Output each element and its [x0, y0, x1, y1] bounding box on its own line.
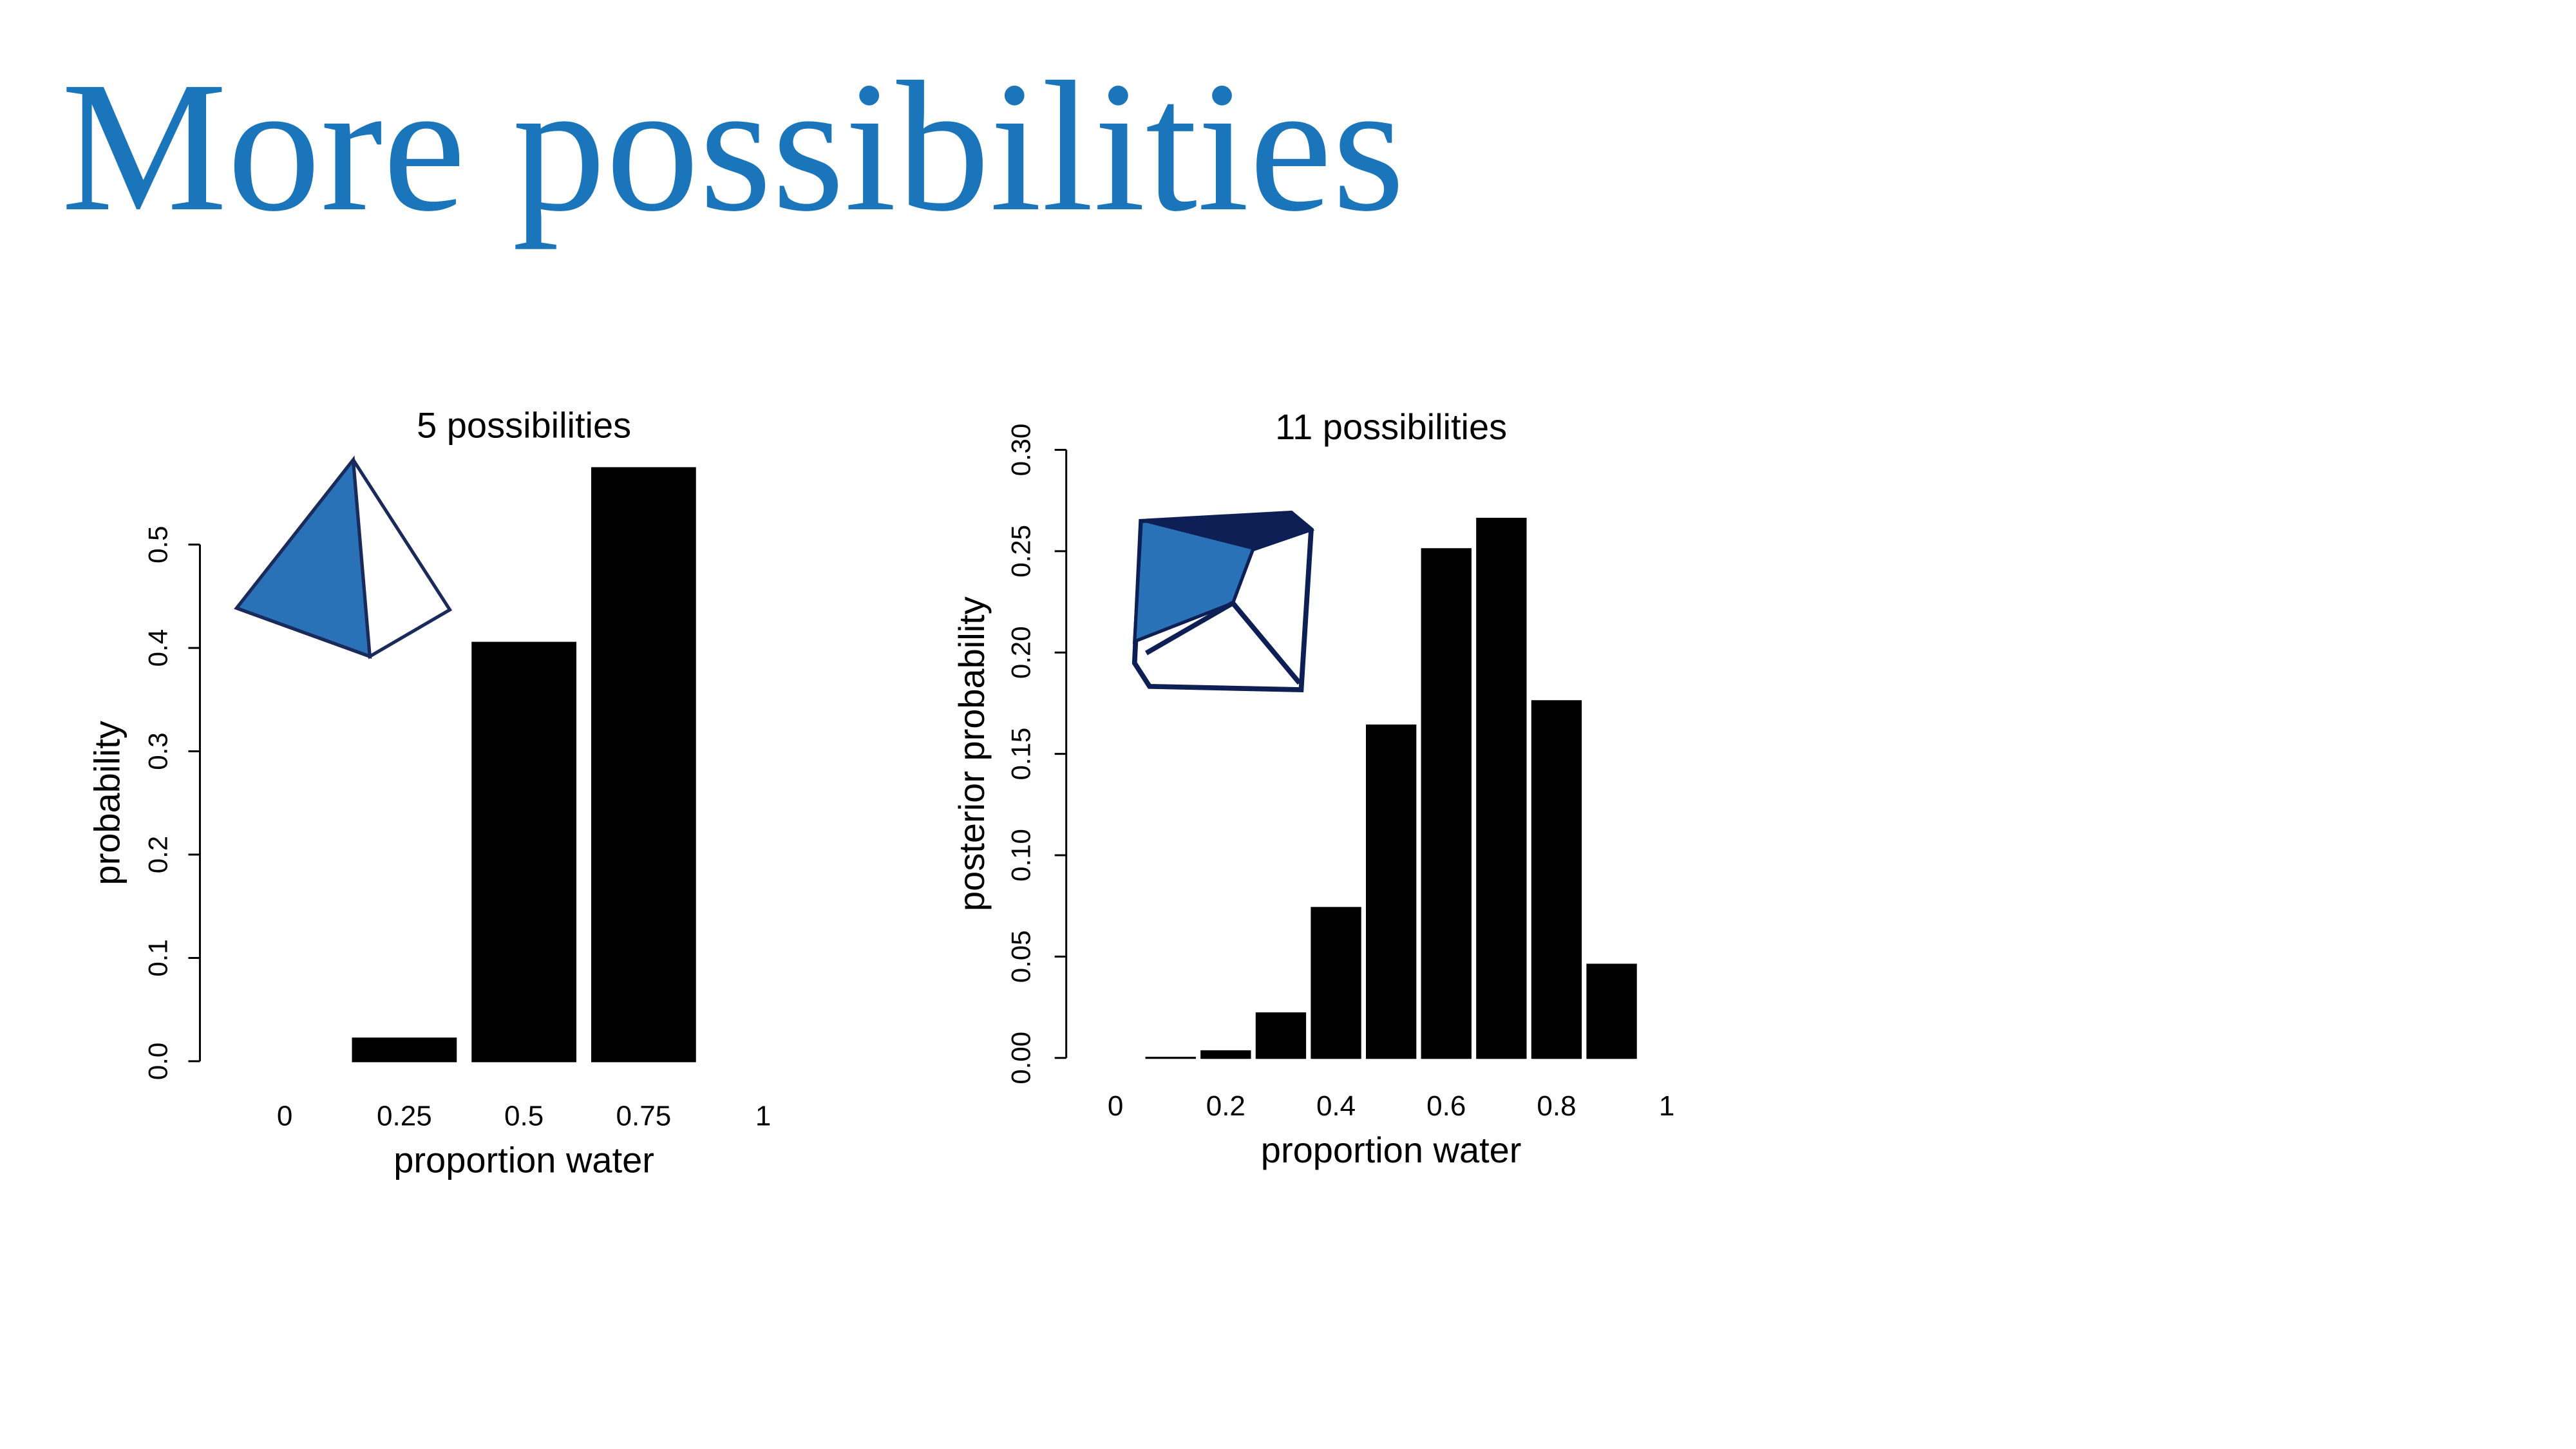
bar — [1476, 518, 1527, 1059]
bar — [1531, 700, 1582, 1059]
bar — [471, 641, 576, 1063]
y-tick-label: 0.5 — [142, 526, 173, 563]
bar — [1421, 548, 1472, 1059]
y-tick-label: 0.20 — [1006, 626, 1036, 679]
y-tick-label: 0.0 — [142, 1043, 173, 1080]
bar — [1311, 907, 1361, 1059]
x-tick-label: 0 — [1108, 1090, 1123, 1122]
x-axis-label: proportion water — [1261, 1130, 1522, 1170]
y-tick-label: 0.10 — [1006, 829, 1036, 882]
x-tick-label: 0.6 — [1426, 1090, 1466, 1122]
x-tick-label: 1 — [1659, 1090, 1674, 1122]
y-axis-label: probability — [87, 721, 128, 885]
x-tick-label: 0.2 — [1206, 1090, 1245, 1122]
y-tick-label: 0.15 — [1006, 728, 1036, 781]
x-tick-label: 0.25 — [377, 1101, 432, 1132]
y-tick-label: 0.00 — [1006, 1032, 1036, 1084]
x-tick-label: 0.4 — [1316, 1090, 1356, 1122]
x-tick-label: 1 — [755, 1101, 771, 1132]
y-tick-label: 0.3 — [142, 732, 173, 770]
y-tick-label: 0.4 — [142, 629, 173, 667]
x-tick-label: 0 — [277, 1101, 292, 1132]
bar — [1255, 1012, 1307, 1059]
x-tick-label: 0.8 — [1537, 1090, 1576, 1122]
bar — [1586, 963, 1637, 1059]
y-tick-label: 0.05 — [1006, 930, 1036, 983]
y-axis-label: posterior probability — [951, 596, 992, 911]
chart-title: 11 possibilities — [1275, 406, 1507, 447]
y-tick-label: 0.2 — [142, 836, 173, 873]
x-tick-label: 0.75 — [616, 1101, 672, 1132]
polyhedron-icon — [1132, 510, 1315, 692]
bar — [1200, 1050, 1251, 1059]
tetrahedron-icon — [234, 455, 453, 659]
y-tick-label: 0.30 — [1006, 424, 1036, 477]
y-tick-label: 0.1 — [142, 939, 173, 976]
y-tick-label: 0.25 — [1006, 525, 1036, 578]
bar — [1365, 724, 1417, 1059]
bar — [591, 467, 696, 1063]
x-axis-label: proportion water — [393, 1140, 654, 1180]
chart-title: 5 possibilities — [417, 405, 631, 446]
bar — [352, 1037, 457, 1063]
x-tick-label: 0.5 — [504, 1101, 544, 1132]
slide-title: More possibilities — [61, 43, 1405, 250]
